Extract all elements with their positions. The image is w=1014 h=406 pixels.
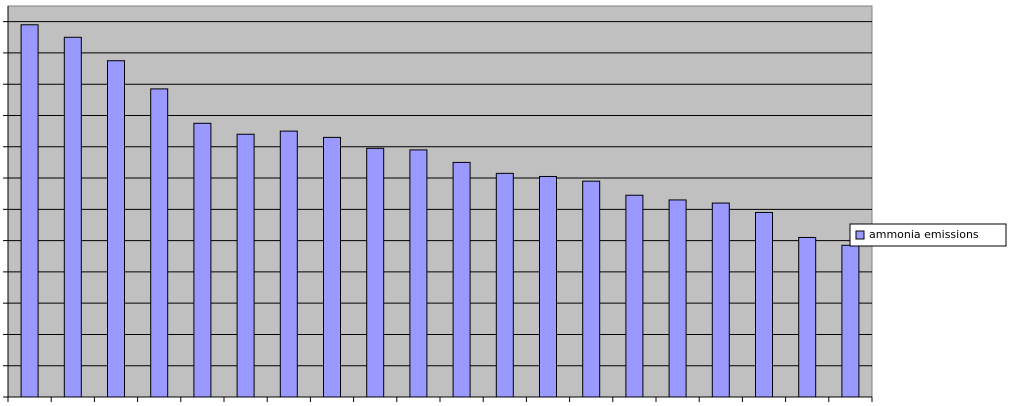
bar — [452, 161, 471, 398]
bar — [236, 133, 255, 398]
bar — [63, 36, 82, 398]
plot-area — [7, 5, 873, 398]
bar — [798, 236, 817, 398]
bar — [495, 172, 514, 398]
bar — [409, 149, 428, 398]
bar — [279, 130, 298, 398]
bar — [323, 136, 341, 398]
bar — [107, 60, 125, 398]
legend-label: ammonia emissions — [869, 228, 979, 241]
legend-swatch — [855, 230, 865, 240]
bar — [625, 194, 644, 398]
bar — [193, 122, 212, 398]
bar — [755, 211, 773, 398]
bar — [668, 199, 687, 398]
bar — [841, 244, 860, 398]
bar — [366, 147, 385, 398]
bar — [539, 175, 557, 398]
bar — [582, 180, 601, 398]
bar — [150, 88, 169, 398]
bar — [20, 24, 39, 398]
legend-box — [849, 223, 1007, 247]
bar — [711, 202, 730, 398]
